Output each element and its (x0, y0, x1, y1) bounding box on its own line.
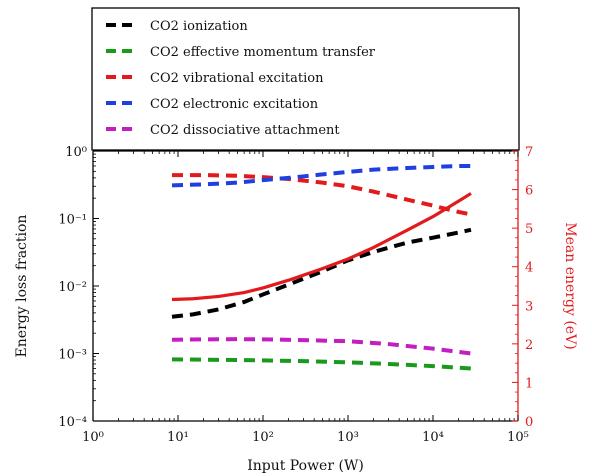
y2-axis-label: Mean energy (eV) (562, 222, 578, 349)
y-tick-label-0: 10⁰ (65, 145, 87, 160)
y-tick-label-2: 10⁻² (58, 280, 87, 295)
series-line-0 (171, 227, 472, 319)
x-tick-label-2: 10² (252, 430, 274, 445)
x-tick-label-5: 10⁵ (507, 430, 529, 445)
y-tick-label-3: 10⁻³ (58, 348, 87, 363)
y2-tick-label-2: 2 (525, 338, 533, 353)
legend-label-4: CO2 dissociative attachment (150, 123, 340, 138)
y-tick-label-1: 10⁻¹ (58, 213, 87, 228)
y2-tick-label-6: 6 (525, 184, 533, 199)
legend-label-3: CO2 electronic excitation (150, 97, 319, 112)
y2-tick-label-7: 7 (525, 145, 533, 160)
x-tick-label-4: 10⁴ (422, 430, 444, 445)
y2-tick-label-4: 4 (525, 261, 533, 276)
y2-tick-label-3: 3 (525, 299, 533, 314)
y-axis-label: Energy loss fraction (14, 215, 30, 358)
legend-label-1: CO2 effective momentum transfer (150, 45, 376, 60)
x-tick-label-3: 10³ (337, 430, 359, 445)
legend-label-0: CO2 ionization (150, 19, 248, 34)
ticks: 10⁰ 10¹ 10² 10³ 10⁴ 10⁵ 10⁰ 10⁻¹ 10⁻² 10⁻³ 10⁻⁴ 0 1 2… (58, 145, 533, 445)
legend: CO2 ionization CO2 effective momentum tra… (91, 7, 520, 151)
x-tick-label-1: 10¹ (167, 430, 189, 445)
y2-tick-label-5: 5 (525, 222, 533, 237)
series-line-2 (172, 173, 472, 217)
series-line-1 (171, 357, 472, 371)
series-layer (171, 163, 472, 371)
legend-box (91, 7, 520, 151)
y2-tick-label-1: 1 (525, 376, 533, 391)
y2-tick-label-0: 0 (525, 415, 533, 430)
series-line-5 (171, 192, 472, 302)
y-tick-label-4: 10⁻⁴ (58, 415, 87, 430)
series-line-3 (171, 163, 472, 188)
legend-label-2: CO2 vibrational excitation (150, 71, 324, 86)
series-line-4 (171, 337, 472, 356)
x-axis-label: Input Power (W) (247, 458, 364, 474)
x-tick-label-0: 10⁰ (82, 430, 104, 445)
